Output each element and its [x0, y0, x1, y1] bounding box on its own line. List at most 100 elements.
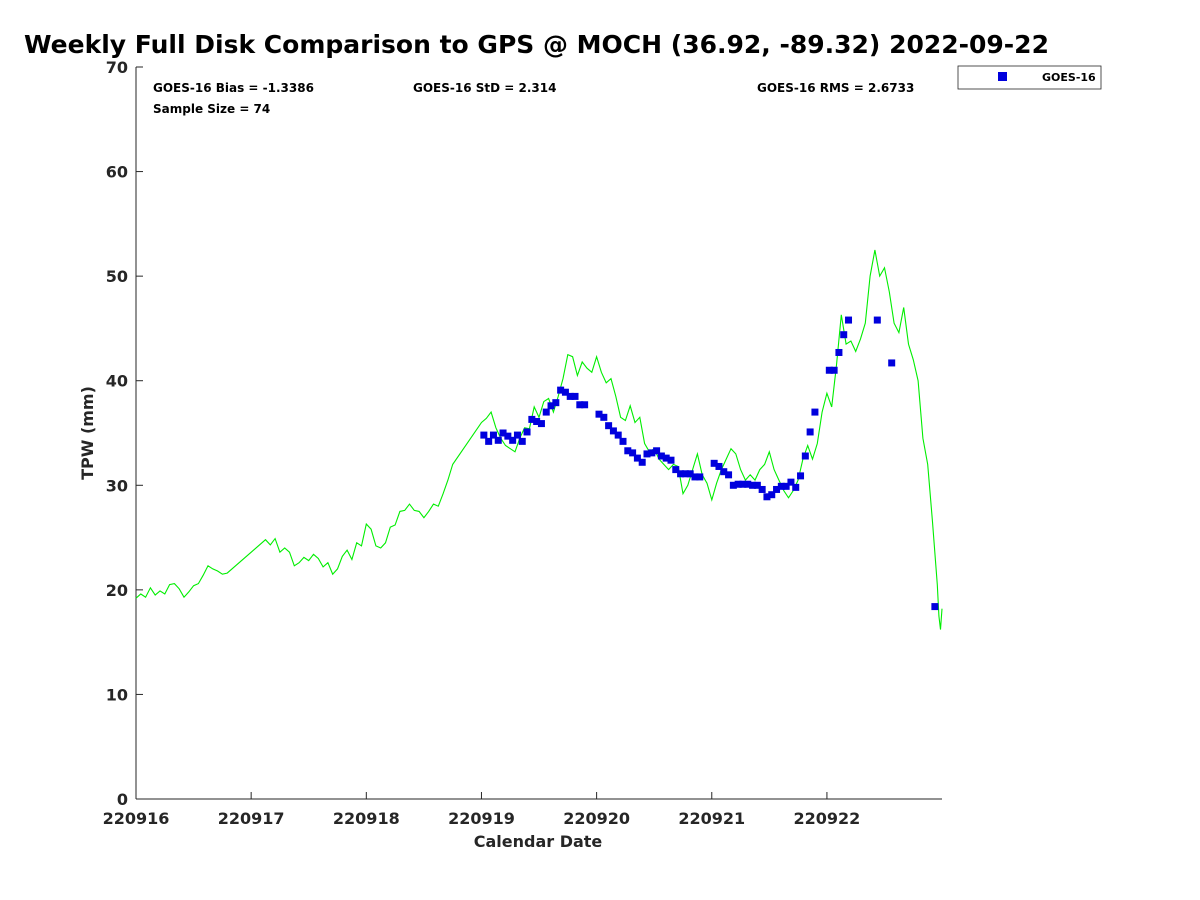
goes16-point [648, 449, 656, 457]
goes16-point [758, 485, 766, 493]
goes16-point [528, 415, 536, 423]
goes16-point [643, 450, 651, 458]
goes16-point [499, 429, 507, 437]
y-axis-ticks: 0 10 20 30 40 50 60 70 [106, 58, 143, 809]
goes16-point [672, 466, 680, 474]
goes16-point [806, 428, 814, 436]
goes16-point [667, 456, 675, 464]
x-tick-label: 220918 [333, 809, 400, 828]
goes16-point [581, 401, 589, 409]
goes16-point [633, 454, 641, 462]
goes16-point [840, 331, 848, 339]
goes16-points [480, 316, 939, 611]
goes16-point [681, 470, 689, 478]
goes16-point [542, 408, 550, 416]
goes16-point [533, 417, 541, 425]
sample-size-stat: Sample Size = 74 [153, 102, 270, 116]
goes16-point [931, 603, 939, 611]
x-axis-ticks: 220916 220917 220918 220919 220920 220921 2209… [103, 792, 861, 828]
goes16-point [537, 420, 545, 428]
x-axis-label: Calendar Date [474, 832, 603, 851]
goes16-point [629, 449, 637, 457]
goes16-point [595, 410, 603, 418]
goes16-point [657, 452, 665, 460]
goes16-point [552, 399, 560, 407]
y-tick-label: 30 [106, 476, 128, 495]
legend-swatch-goes16 [998, 72, 1007, 81]
axes [135, 67, 942, 800]
goes16-point [686, 470, 694, 478]
x-tick-label: 220921 [678, 809, 745, 828]
rms-stat: GOES-16 RMS = 2.6733 [757, 81, 914, 95]
goes16-point [605, 422, 613, 430]
x-tick-label: 220917 [218, 809, 285, 828]
goes16-point [624, 447, 632, 455]
goes16-point [753, 481, 761, 489]
std-stat: GOES-16 StD = 2.314 [413, 81, 556, 95]
goes16-point [725, 471, 733, 479]
goes16-point [797, 472, 805, 480]
legend-box [957, 65, 1102, 90]
goes16-point [571, 392, 579, 400]
goes16-point [835, 348, 843, 356]
goes16-point [485, 437, 493, 445]
y-tick-label: 50 [106, 267, 128, 286]
goes16-point [763, 493, 771, 501]
goes16-point [609, 427, 617, 435]
goes16-point [576, 401, 584, 409]
goes16-point [715, 462, 723, 470]
gps-line-series [135, 249, 943, 630]
goes16-point [787, 478, 795, 486]
goes16-point [504, 432, 512, 440]
goes16-point [720, 468, 728, 476]
goes16-point [523, 428, 531, 436]
goes16-point [729, 481, 737, 489]
goes16-point [547, 402, 555, 410]
x-tick-label: 220920 [563, 809, 630, 828]
goes16-point [489, 431, 497, 439]
goes16-point [749, 481, 757, 489]
goes16-point [480, 431, 488, 439]
goes16-point [782, 482, 790, 490]
y-tick-label: 40 [106, 372, 128, 391]
goes16-point [768, 491, 776, 499]
goes16-point [825, 366, 833, 374]
goes16-point [744, 480, 752, 488]
goes16-point [662, 454, 670, 462]
goes16-point [792, 483, 800, 491]
y-tick-label: 10 [106, 685, 128, 704]
goes16-point [638, 458, 646, 466]
goes16-point [561, 388, 569, 396]
y-tick-label: 20 [106, 581, 128, 600]
goes16-point [557, 386, 565, 394]
y-tick-label: 0 [117, 790, 128, 809]
goes16-point [801, 452, 809, 460]
x-tick-label: 220922 [794, 809, 861, 828]
y-tick-label: 60 [106, 163, 128, 182]
goes16-point [739, 480, 747, 488]
goes16-point [614, 431, 622, 439]
goes16-point [696, 473, 704, 481]
goes16-point [734, 480, 742, 488]
goes16-point [811, 408, 819, 416]
goes16-point [873, 316, 881, 324]
goes16-point [513, 431, 521, 439]
y-axis-label: TPW (mm) [78, 386, 97, 480]
legend: GOES-16 [957, 65, 1102, 90]
goes16-point [677, 470, 685, 478]
goes16-point [494, 436, 502, 444]
y-tick-label: 70 [106, 58, 128, 77]
goes16-point [518, 437, 526, 445]
goes16-point [777, 482, 785, 490]
goes16-point [691, 473, 699, 481]
goes16-point [619, 437, 627, 445]
goes16-point [845, 316, 853, 324]
goes16-point [600, 413, 608, 421]
goes16-point [566, 392, 574, 400]
legend-label-goes16: GOES-16 [1042, 71, 1096, 84]
goes16-point [773, 485, 781, 493]
x-tick-label: 220919 [448, 809, 515, 828]
chart-title: Weekly Full Disk Comparison to GPS @ MOC… [24, 30, 1049, 59]
bias-stat: GOES-16 Bias = -1.3386 [153, 81, 314, 95]
